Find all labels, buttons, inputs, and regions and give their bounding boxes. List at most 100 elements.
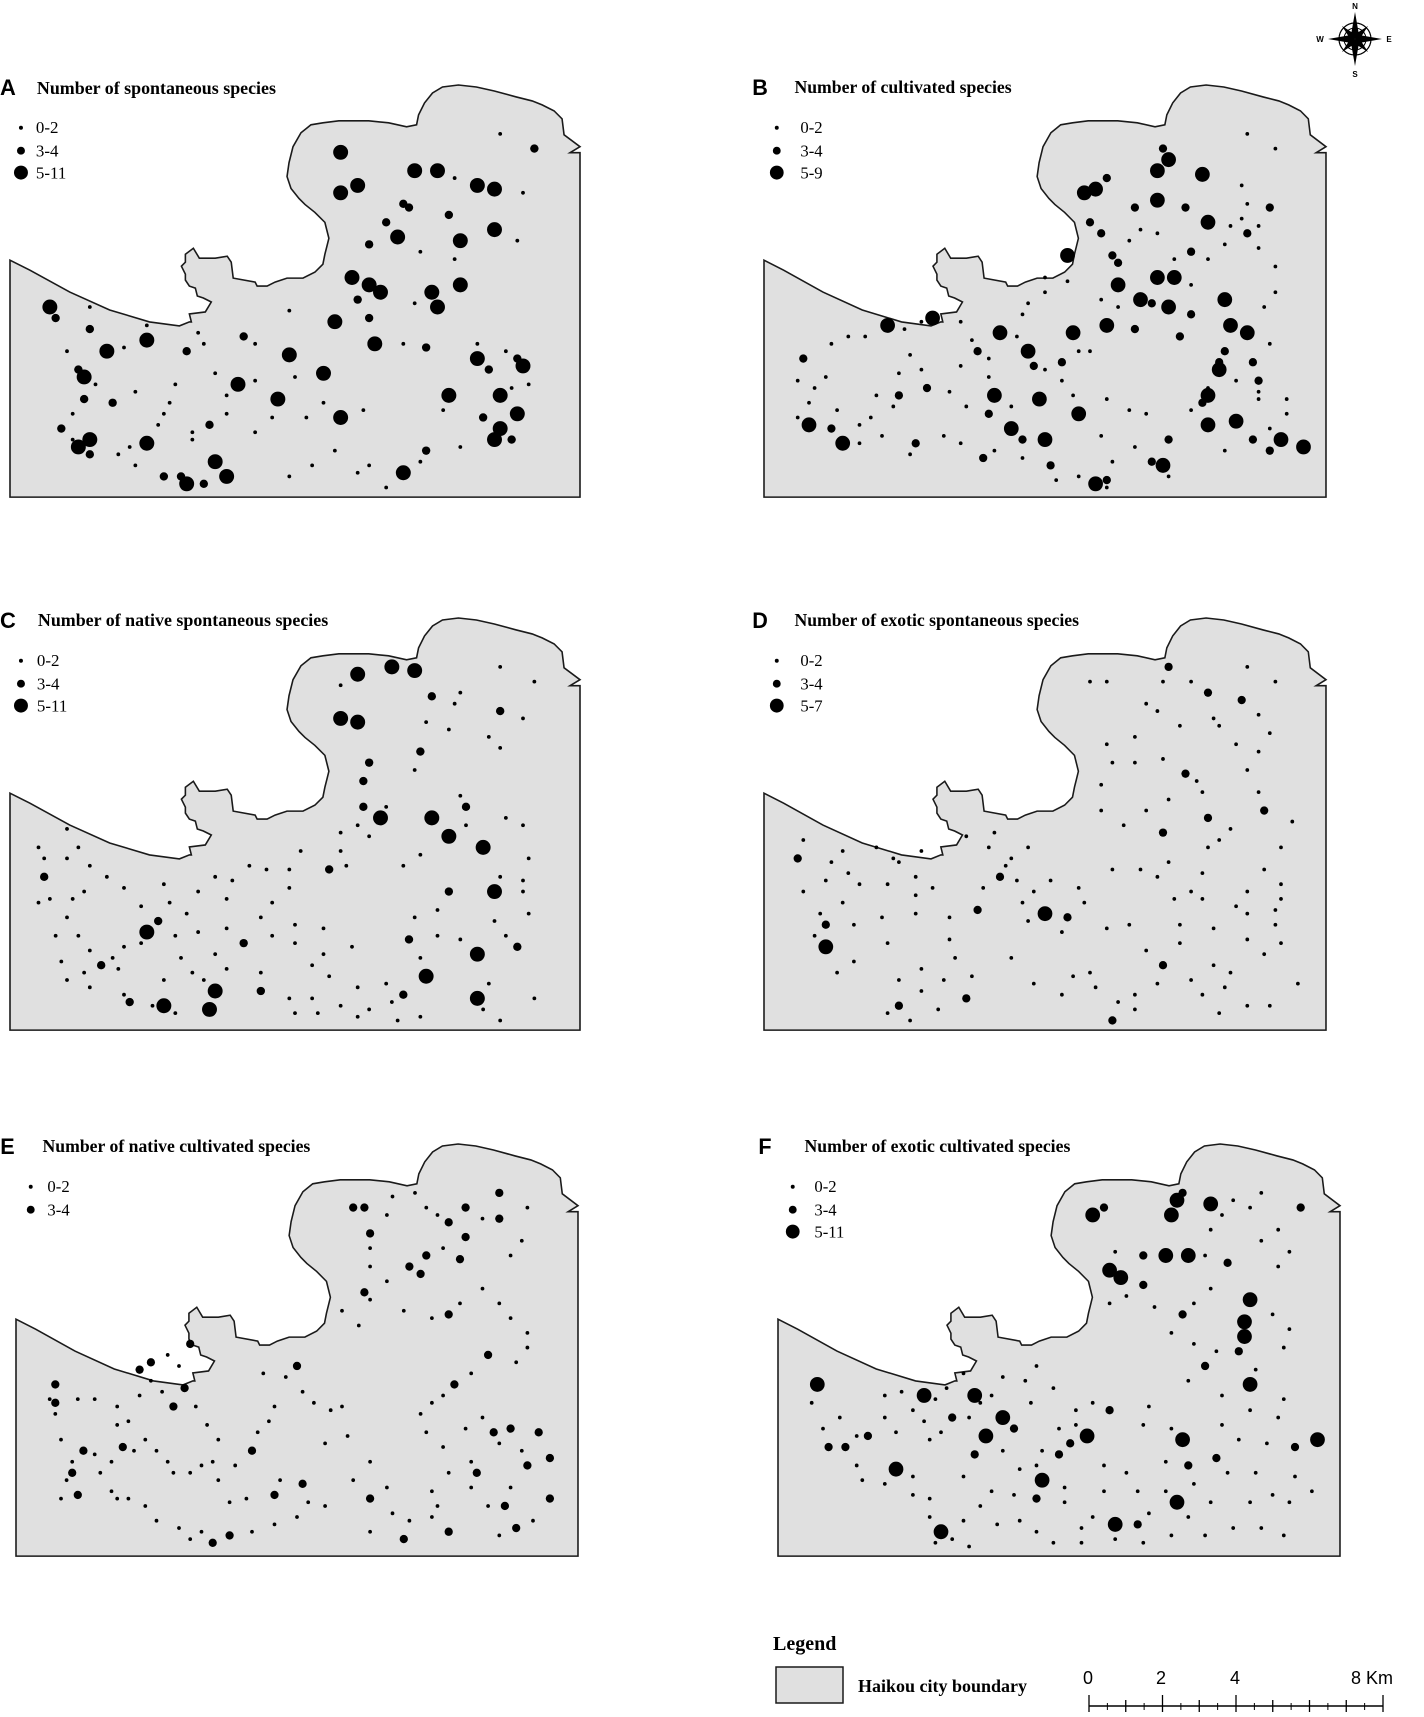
- sample-point: [1057, 358, 1067, 367]
- sample-point: [1133, 1520, 1142, 1529]
- sample-point: [1256, 246, 1261, 250]
- sample-point: [857, 882, 862, 887]
- sample-point: [70, 411, 75, 416]
- sample-point: [1166, 797, 1171, 802]
- sample-point: [1079, 1526, 1084, 1530]
- sample-point: [230, 878, 235, 883]
- sample-point: [911, 1408, 915, 1413]
- sample-point: [1189, 889, 1193, 894]
- sample-point: [73, 1490, 82, 1500]
- sample-point: [65, 915, 69, 920]
- sample-point: [1054, 1450, 1064, 1459]
- sample-point: [1076, 349, 1081, 354]
- sample-point: [507, 435, 516, 444]
- sample-point: [498, 874, 503, 879]
- sample-point: [880, 434, 884, 438]
- sample-point: [201, 978, 206, 982]
- panel-e-points: [47, 1188, 555, 1547]
- sample-point: [894, 391, 904, 400]
- sample-point: [109, 1489, 114, 1494]
- sample-point: [1085, 1207, 1101, 1223]
- sample-point: [1262, 305, 1267, 309]
- sample-point: [384, 804, 389, 809]
- sample-point: [427, 692, 437, 701]
- sample-point: [1017, 1467, 1022, 1472]
- sample-point: [495, 706, 505, 716]
- sample-point: [1161, 679, 1165, 684]
- panel-c-letter: C: [0, 608, 16, 633]
- sample-point: [958, 319, 963, 324]
- sample-point: [461, 1203, 470, 1212]
- sample-point: [1161, 152, 1176, 168]
- sample-point: [1186, 310, 1196, 319]
- sample-point: [441, 828, 457, 844]
- sample-point: [860, 1478, 865, 1483]
- sample-point: [418, 1014, 423, 1019]
- sample-point: [1178, 941, 1182, 946]
- sample-point: [446, 1470, 451, 1475]
- sample-point: [446, 727, 451, 732]
- sample-point: [1102, 475, 1111, 485]
- sample-point: [70, 437, 75, 442]
- sample-point: [1113, 1537, 1118, 1541]
- sample-point: [401, 1308, 406, 1313]
- sample-point: [498, 1018, 503, 1023]
- sample-point: [1228, 827, 1233, 831]
- sample-point: [340, 1404, 344, 1409]
- sample-point: [894, 1001, 904, 1010]
- legend-small-dot: [18, 125, 23, 130]
- sample-point: [441, 1393, 445, 1398]
- sample-point: [1287, 1249, 1292, 1254]
- sample-point: [801, 889, 806, 894]
- sample-point: [253, 430, 258, 435]
- sample-point: [530, 144, 539, 153]
- sample-point: [809, 1376, 825, 1392]
- sample-point: [1310, 1432, 1325, 1448]
- sample-point: [992, 830, 997, 835]
- sample-point: [133, 389, 138, 394]
- sample-point: [452, 176, 457, 180]
- sample-point: [497, 1301, 502, 1306]
- sample-point: [349, 1203, 358, 1212]
- panel-e: E Number of native cultivated species 0-…: [0, 1134, 580, 1557]
- sample-point: [1161, 757, 1165, 761]
- sample-point: [421, 343, 431, 352]
- panel-f-title: Number of exotic cultivated species: [805, 1136, 1071, 1156]
- sample-point: [381, 218, 391, 227]
- sample-point: [1037, 906, 1053, 922]
- sample-point: [146, 1358, 156, 1367]
- sample-point: [809, 1400, 814, 1405]
- sample-point: [480, 1415, 485, 1420]
- sample-point: [455, 1254, 465, 1264]
- sample-point: [224, 897, 229, 901]
- sample-point: [92, 1452, 97, 1457]
- sample-point: [840, 900, 845, 905]
- legend-label-small: 0-2: [814, 1177, 836, 1196]
- sample-point: [521, 889, 525, 894]
- legend-label-small: 0-2: [800, 651, 822, 670]
- sample-point: [503, 815, 508, 820]
- sample-point: [76, 369, 92, 385]
- panel-b: B Number of cultivated species 0-2 3-4 5…: [752, 75, 1328, 498]
- sample-point: [469, 1459, 474, 1464]
- sample-point: [857, 422, 862, 427]
- sample-point: [450, 1380, 459, 1389]
- sample-point: [1178, 1310, 1187, 1319]
- sample-point: [854, 1463, 859, 1468]
- sample-point: [227, 1500, 232, 1505]
- sample-point: [156, 998, 172, 1014]
- sample-point: [913, 893, 918, 898]
- legend-title: Legend: [773, 1633, 836, 1655]
- sample-point: [395, 465, 411, 481]
- sample-point: [986, 356, 991, 361]
- sample-point: [1208, 1227, 1213, 1232]
- sample-point: [933, 1524, 949, 1540]
- sample-point: [399, 1534, 408, 1544]
- sample-point: [351, 1478, 356, 1483]
- sample-point: [919, 967, 924, 971]
- legend-label-medium: 3-4: [800, 142, 823, 161]
- sample-point: [1124, 1470, 1129, 1475]
- sample-point: [116, 967, 121, 971]
- sample-point: [941, 978, 946, 982]
- sample-point: [360, 1288, 369, 1297]
